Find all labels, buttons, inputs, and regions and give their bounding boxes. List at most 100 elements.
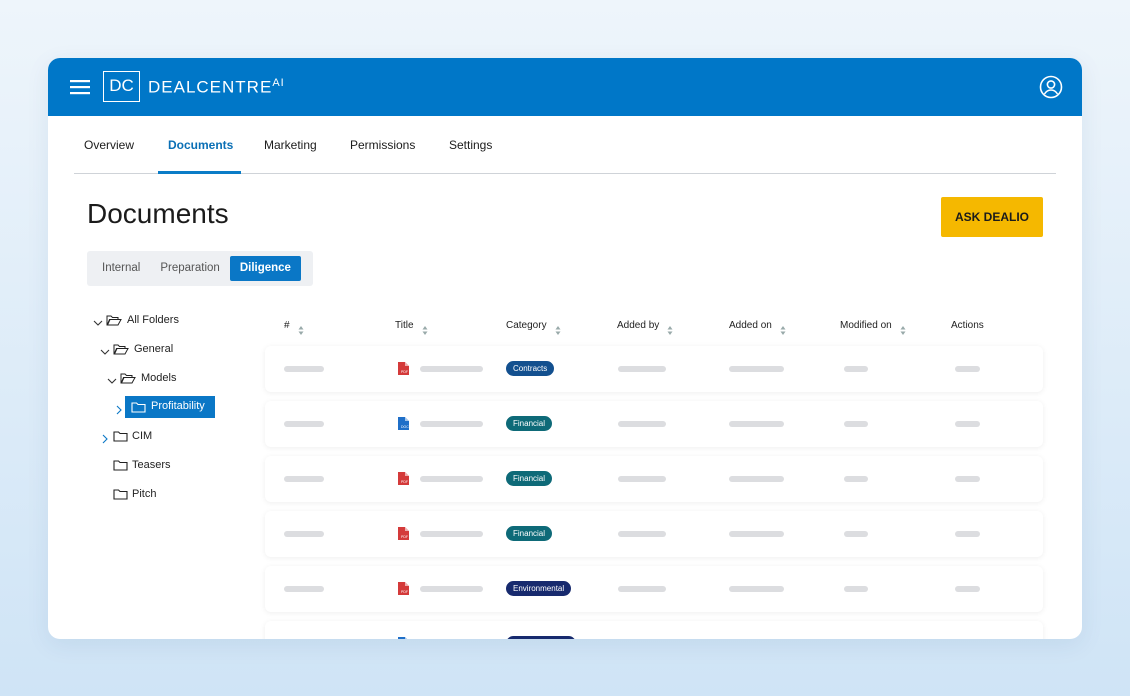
- skeleton-cell: [844, 366, 868, 372]
- nav-tab[interactable]: Documents: [168, 138, 234, 152]
- skeleton-title: [420, 476, 483, 482]
- table-row[interactable]: DOC: [265, 621, 1043, 639]
- file-type: DOC: [401, 425, 409, 429]
- tree-chevron: [100, 344, 110, 355]
- skeleton-number: [284, 421, 324, 427]
- category-pill: Contracts: [506, 361, 555, 376]
- skeleton-number: [284, 586, 324, 592]
- skeleton-title: [420, 421, 483, 427]
- skeleton-cell: [729, 421, 784, 427]
- skeleton-cell: [729, 531, 784, 537]
- brand-suffix: AI: [272, 77, 285, 89]
- segment[interactable]: Diligence: [229, 256, 301, 281]
- column-header[interactable]: #: [284, 320, 290, 331]
- table-row[interactable]: PDF Environmental: [265, 566, 1043, 612]
- skeleton-cell: [618, 366, 666, 372]
- skeleton-number: [284, 366, 324, 372]
- tree-label: Profitability: [151, 400, 205, 412]
- skeleton-number: [284, 476, 324, 482]
- skeleton-cell: [955, 421, 980, 427]
- table-row[interactable]: DOC Financial: [265, 401, 1043, 447]
- category-pill: Environmental: [506, 581, 572, 596]
- skeleton-cell: [618, 421, 666, 427]
- skeleton-cell: [955, 531, 980, 537]
- column-header[interactable]: Added by: [617, 320, 660, 331]
- table-row[interactable]: PDF Contracts: [265, 346, 1043, 392]
- skeleton-cell: [955, 476, 980, 482]
- tree-chevron: [114, 402, 124, 415]
- sort-icon: [780, 322, 786, 340]
- brand-text: DEALCENTRE: [148, 77, 273, 97]
- ask-button[interactable]: ASK DEALIO: [941, 197, 1043, 237]
- app-window: DC DEALCENTREAI Documents ASK DEALIO Int…: [48, 58, 1082, 639]
- brand-name: DEALCENTREAI: [148, 77, 285, 98]
- tree-label[interactable]: CIM: [132, 430, 153, 442]
- skeleton-title: [420, 366, 483, 372]
- nav-tab[interactable]: Permissions: [350, 138, 416, 152]
- page-heading: Documents: [87, 198, 229, 229]
- tree-label[interactable]: Pitch: [132, 488, 157, 500]
- file-type: PDF: [401, 370, 408, 374]
- category-pill: Financial: [506, 416, 553, 431]
- folder-icon: [113, 488, 129, 506]
- segment[interactable]: Preparation: [160, 262, 220, 274]
- nav-tab[interactable]: Settings: [449, 138, 493, 152]
- segmented-control: Internal Preparation Diligence: [87, 251, 313, 286]
- folder-icon: [113, 343, 129, 361]
- category-pill: Financial: [506, 471, 553, 486]
- tree-label[interactable]: Teasers: [132, 459, 171, 471]
- folder-icon: [131, 401, 147, 419]
- top-bar: DC DEALCENTREAI: [48, 58, 1082, 116]
- sort-icon: [667, 322, 673, 340]
- table-row[interactable]: PDF Financial: [265, 456, 1043, 502]
- skeleton-cell: [844, 531, 868, 537]
- table-row[interactable]: PDF Financial: [265, 511, 1043, 557]
- folder-icon: [113, 430, 129, 448]
- skeleton-cell: [844, 421, 868, 427]
- menu-icon[interactable]: [70, 79, 90, 95]
- skeleton-cell: [844, 476, 868, 482]
- column-header[interactable]: Category: [506, 320, 547, 331]
- skeleton-cell: [618, 476, 666, 482]
- skeleton-cell: [618, 531, 666, 537]
- skeleton-title: [420, 531, 483, 537]
- file-icon: DOC: [398, 637, 409, 639]
- skeleton-title: [420, 586, 483, 592]
- file-icon: PDF: [398, 472, 409, 485]
- active-tab-underline: [158, 171, 241, 174]
- tree-chevron: [100, 431, 110, 444]
- skeleton-cell: [729, 586, 784, 592]
- folder-icon: [106, 314, 122, 332]
- skeleton-cell: [955, 366, 980, 372]
- nav-tab[interactable]: Marketing: [264, 138, 317, 152]
- file-type: PDF: [401, 590, 408, 594]
- nav-tab[interactable]: Overview: [84, 138, 135, 152]
- file-icon: PDF: [398, 582, 409, 595]
- skeleton-number: [284, 531, 324, 537]
- sort-icon: [422, 322, 428, 340]
- tree-label[interactable]: Models: [141, 372, 177, 384]
- column-header[interactable]: Actions: [951, 320, 984, 331]
- folder-icon: [120, 372, 136, 390]
- sort-icon: [298, 322, 304, 340]
- skeleton-cell: [955, 586, 980, 592]
- skeleton-cell: [618, 586, 666, 592]
- tree-label[interactable]: All Folders: [127, 314, 179, 326]
- skeleton-cell: [729, 476, 784, 482]
- folder-icon: [113, 459, 129, 477]
- logo: DC: [103, 71, 140, 102]
- user-icon[interactable]: [1039, 75, 1063, 99]
- skeleton-cell: [729, 366, 784, 372]
- tree-label[interactable]: General: [134, 343, 174, 355]
- segment[interactable]: Internal: [102, 262, 141, 274]
- tree-item-selected[interactable]: Profitability: [125, 396, 215, 418]
- file-type: PDF: [401, 535, 408, 539]
- file-icon: PDF: [398, 362, 409, 375]
- tree-chevron: [107, 373, 117, 384]
- category-pill: Financial: [506, 526, 553, 541]
- column-header[interactable]: Modified on: [840, 320, 892, 331]
- column-header[interactable]: Title: [395, 320, 414, 331]
- column-header[interactable]: Added on: [729, 320, 772, 331]
- skeleton-cell: [844, 586, 868, 592]
